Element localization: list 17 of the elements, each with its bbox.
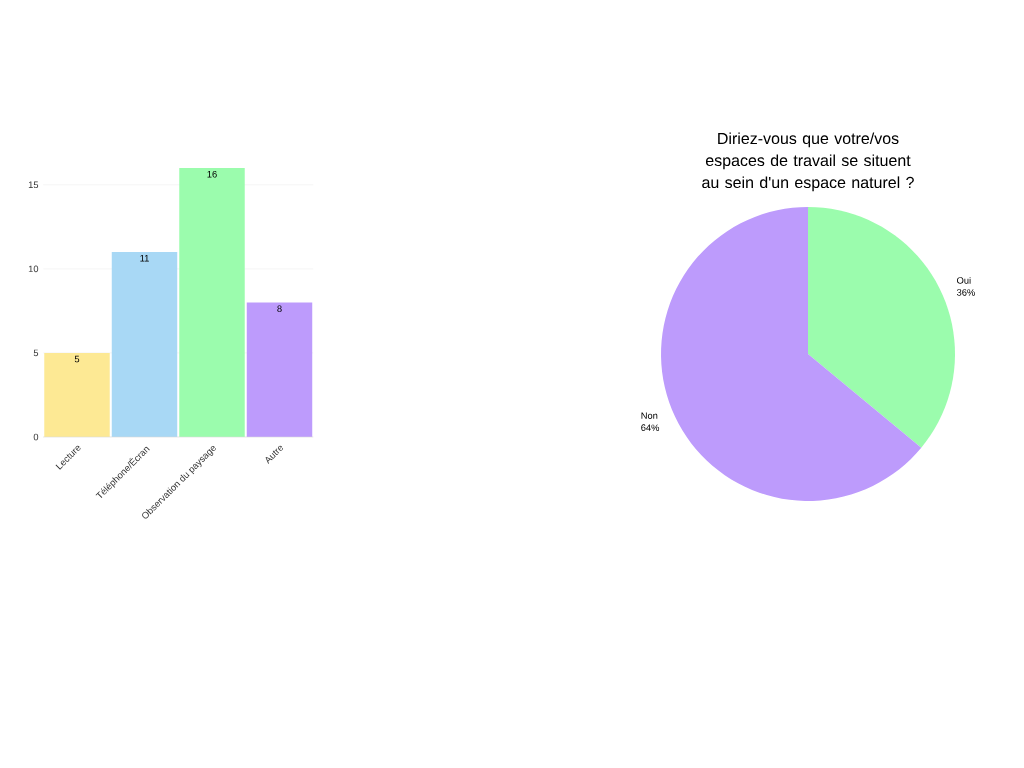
y-tick-label: 15 [28, 181, 39, 189]
bar [179, 168, 245, 437]
slice-label: Non [641, 412, 658, 419]
slice-label: Oui [957, 276, 971, 284]
data-label: 5 [74, 355, 80, 363]
data-label: 36% [956, 289, 975, 296]
bar [44, 352, 110, 437]
bar [111, 252, 178, 437]
y-tick-label: 5 [33, 349, 39, 357]
chart-title: Diriez-vous que votre/vos espaces de travail se situent au sein d'un espace naturel ? [702, 132, 914, 192]
bar [246, 302, 313, 437]
data-label: 11 [140, 254, 149, 262]
data-label: 16 [207, 170, 217, 178]
y-tick-label: 0 [33, 433, 39, 441]
y-tick-label: 10 [28, 265, 39, 273]
data-label: 64% [641, 424, 660, 431]
data-label: 8 [277, 305, 282, 313]
